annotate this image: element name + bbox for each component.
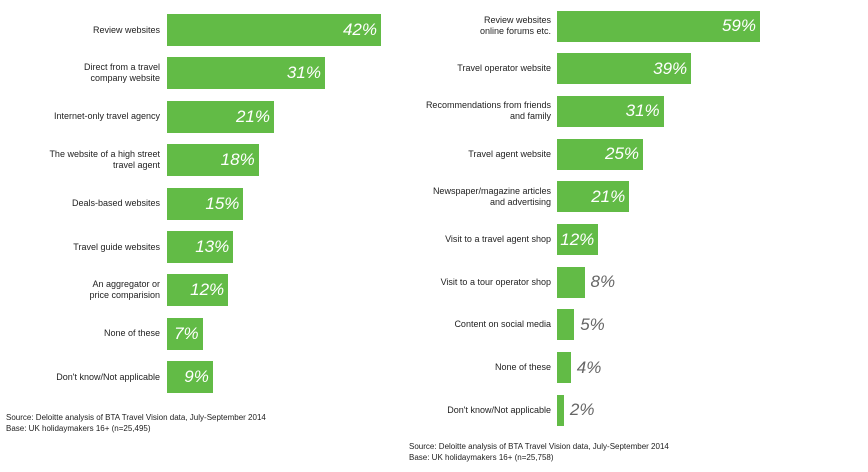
source-text-right: Source: Deloitte analysis of BTA Travel …: [409, 442, 669, 451]
category-label: Review websites: [92, 24, 160, 35]
data-label: 13%: [195, 237, 230, 256]
data-label: 21%: [235, 106, 270, 126]
bar: [167, 274, 229, 307]
category-label: Recommendations from friends and family: [425, 100, 551, 122]
chart-information-sources: Review websites online forums etc. 59% Tra…: [400, 0, 868, 472]
bar: [167, 144, 259, 177]
data-label: 12%: [190, 280, 225, 300]
category-label: Don't know/Not applicable: [447, 404, 551, 415]
category-label: Internet-only travel agency: [53, 111, 160, 122]
category-label: Travel agent website: [468, 148, 551, 159]
category-label: Content on social media: [454, 319, 551, 330]
data-label: 2%: [569, 400, 595, 420]
category-label: None of these: [103, 328, 160, 339]
category-label: Visit to a tour operator shop: [440, 276, 551, 287]
bar: [557, 10, 760, 42]
base-text-left: Base: UK holidaymakers 16+ (n=25,495): [6, 424, 151, 433]
data-label: 59%: [721, 16, 756, 35]
chart-online-sources: Review websites 42% Direct from a travel c…: [0, 0, 420, 472]
category-label: Newspaper/magazine articles and advertis…: [432, 185, 551, 207]
bar: [557, 224, 599, 255]
category-label: Direct from a travel company website: [83, 62, 160, 84]
data-label: 9%: [184, 367, 209, 387]
bar: [557, 95, 664, 127]
data-label: 21%: [591, 186, 626, 206]
data-label: 4%: [576, 357, 602, 377]
bar: [167, 361, 213, 394]
data-label: 18%: [220, 150, 255, 170]
data-label: 31%: [286, 63, 321, 83]
category-label: Don't know/Not applicable: [56, 371, 160, 382]
source-text-left: Source: Deloitte analysis of BTA Travel …: [6, 413, 266, 422]
category-label: Travel guide websites: [73, 241, 160, 252]
data-label: 5%: [580, 314, 605, 334]
source-note-right: Source: Deloitte analysis of BTA Travel …: [409, 441, 669, 463]
source-note-left: Source: Deloitte analysis of BTA Travel …: [6, 412, 266, 434]
bar: [557, 181, 630, 213]
category-label: None of these: [494, 362, 551, 373]
data-label: 7%: [174, 323, 199, 343]
bar: [557, 138, 644, 170]
data-label: 39%: [653, 58, 688, 78]
bar: [167, 14, 381, 46]
base-text-right: Base: UK holidaymakers 16+ (n=25,758): [409, 453, 554, 462]
bar: [557, 266, 585, 298]
bar: [167, 187, 244, 220]
data-label: 25%: [604, 144, 640, 164]
bar: [167, 231, 234, 263]
data-label: 15%: [205, 193, 240, 213]
bar: [167, 57, 325, 90]
bar: [557, 352, 571, 384]
category-label: Visit to a travel agent shop: [445, 234, 551, 244]
data-label: 12%: [560, 229, 595, 249]
data-label: 42%: [342, 20, 377, 39]
data-label: 8%: [590, 272, 616, 292]
bar: [557, 309, 575, 341]
category-label: The website of a high street travel agen…: [49, 149, 160, 171]
category-label: Review websites online forums etc.: [479, 15, 551, 36]
bar: [167, 317, 203, 350]
bar: [557, 53, 692, 85]
bar: [557, 394, 564, 426]
category-label: An aggregator or price comparision: [89, 279, 160, 301]
data-label: 31%: [625, 101, 660, 121]
category-label: Deals-based websites: [71, 198, 160, 209]
category-label: Travel operator website: [457, 63, 551, 74]
bar: [167, 100, 274, 133]
